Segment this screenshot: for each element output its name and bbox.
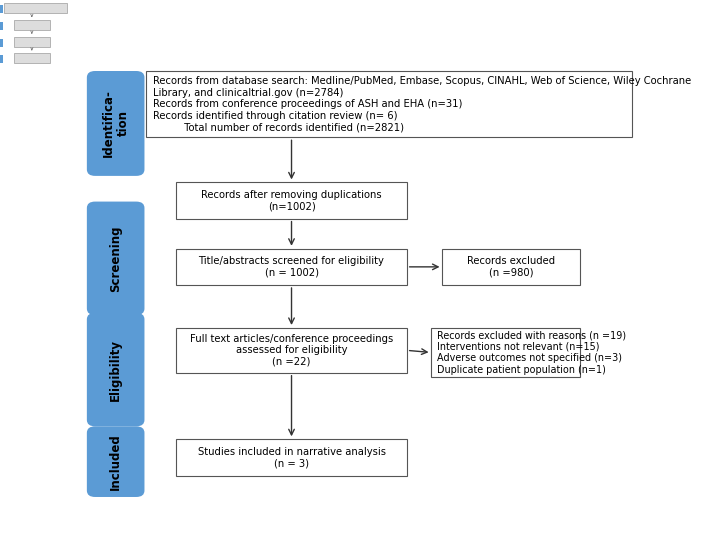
FancyBboxPatch shape <box>87 313 144 426</box>
FancyBboxPatch shape <box>0 22 3 30</box>
FancyBboxPatch shape <box>176 249 406 285</box>
FancyBboxPatch shape <box>0 6 3 13</box>
Text: Studies included in narrative analysis
(n = 3): Studies included in narrative analysis (… <box>198 446 386 468</box>
Text: Included: Included <box>109 433 122 490</box>
FancyBboxPatch shape <box>0 39 3 47</box>
FancyBboxPatch shape <box>4 3 67 13</box>
Text: Full text articles/conference proceedings
assessed for eligibility
(n =22): Full text articles/conference proceeding… <box>190 334 393 367</box>
Text: Records excluded with reasons (n =19)
Interventions not relevant (n=15)
Adverse : Records excluded with reasons (n =19) In… <box>437 330 626 375</box>
Text: Identifica-
tion: Identifica- tion <box>102 90 130 157</box>
Text: Eligibility: Eligibility <box>109 339 122 401</box>
Text: Screening: Screening <box>109 225 122 291</box>
Text: Title/abstracts screened for eligibility
(n = 1002): Title/abstracts screened for eligibility… <box>198 256 384 277</box>
FancyBboxPatch shape <box>14 20 50 30</box>
FancyBboxPatch shape <box>87 71 144 176</box>
FancyBboxPatch shape <box>14 37 50 47</box>
FancyBboxPatch shape <box>176 439 406 475</box>
FancyBboxPatch shape <box>0 56 3 63</box>
FancyBboxPatch shape <box>176 328 406 373</box>
FancyBboxPatch shape <box>87 426 144 497</box>
Text: Records from database search: Medline/PubMed, Embase, Scopus, CINAHL, Web of Sci: Records from database search: Medline/Pu… <box>153 76 691 132</box>
FancyBboxPatch shape <box>431 328 580 377</box>
FancyBboxPatch shape <box>442 249 580 285</box>
FancyBboxPatch shape <box>176 182 406 219</box>
Text: Records after removing duplications
(n=1002): Records after removing duplications (n=1… <box>201 190 382 211</box>
FancyBboxPatch shape <box>87 202 144 315</box>
FancyBboxPatch shape <box>146 71 632 137</box>
FancyBboxPatch shape <box>14 53 50 63</box>
Text: Records excluded
(n =980): Records excluded (n =980) <box>467 256 555 277</box>
